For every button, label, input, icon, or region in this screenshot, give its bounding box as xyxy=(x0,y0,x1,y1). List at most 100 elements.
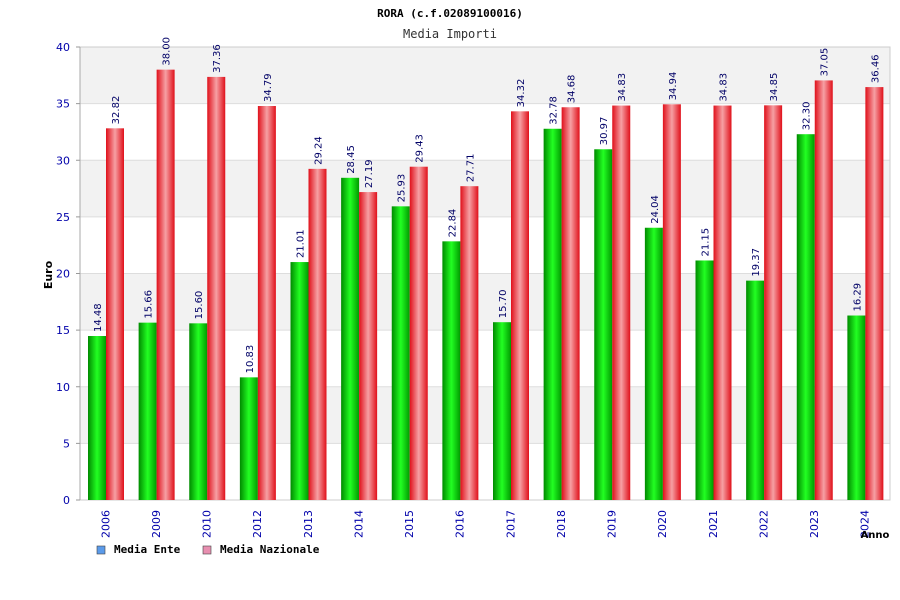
bar-media-ente-2015 xyxy=(391,206,410,500)
bar-media-nazionale-2012 xyxy=(257,106,276,501)
bar-media-ente-2017 xyxy=(493,322,511,500)
data-label: 27.19 xyxy=(364,159,375,188)
y-tick-label: 10 xyxy=(56,381,70,394)
data-label: 29.43 xyxy=(415,134,426,163)
bar-media-ente-2006 xyxy=(88,336,106,500)
legend-label-media-ente: Media Ente xyxy=(114,543,181,556)
data-label: 34.94 xyxy=(668,72,679,101)
data-label: 32.30 xyxy=(802,102,813,131)
legend-swatch-media-ente xyxy=(96,545,106,555)
data-label: 32.78 xyxy=(549,96,560,125)
bar-media-ente-2024 xyxy=(847,315,866,500)
x-tick-label: 2013 xyxy=(302,510,315,538)
bar-media-ente-2009 xyxy=(138,322,157,500)
bar-media-ente-2010 xyxy=(189,323,208,500)
bar-media-ente-2022 xyxy=(746,280,765,500)
y-tick-label: 40 xyxy=(56,41,70,54)
chart-subtitle: Media Importi xyxy=(403,27,497,41)
x-tick-label: 2017 xyxy=(504,510,517,538)
x-tick-label: 2020 xyxy=(656,510,669,538)
bar-media-nazionale-2023 xyxy=(814,80,833,500)
data-labels-group: 14.48 32.82 15.66 38.00 15.60 37.36 10.83 34.79… xyxy=(93,37,881,373)
x-tick-label: 2024 xyxy=(859,510,872,538)
bar-media-ente-2013 xyxy=(290,262,309,500)
bar-media-nazionale-2022 xyxy=(764,105,783,500)
data-label: 38.00 xyxy=(162,37,173,66)
legend-swatch-media-nazionale xyxy=(202,545,212,555)
data-label: 10.83 xyxy=(245,345,256,374)
bar-media-ente-2018 xyxy=(543,128,562,501)
y-tick-label: 25 xyxy=(56,211,70,224)
bar-media-nazionale-2024 xyxy=(865,87,884,500)
data-label: 37.36 xyxy=(212,44,223,73)
bars-group xyxy=(88,69,884,501)
bar-media-nazionale-2010 xyxy=(207,76,226,500)
bar-media-ente-2020 xyxy=(644,227,663,500)
x-tick-label: 2023 xyxy=(808,510,821,538)
bar-media-ente-2023 xyxy=(796,134,815,500)
data-label: 21.15 xyxy=(701,228,712,257)
data-label: 21.01 xyxy=(296,229,307,258)
y-tick-label: 0 xyxy=(63,494,70,507)
data-label: 28.45 xyxy=(346,145,357,174)
data-label: 24.04 xyxy=(650,195,661,224)
data-label: 34.68 xyxy=(567,75,578,104)
data-label: 34.83 xyxy=(719,73,730,102)
chart-title: RORA (c.f.02089100016) xyxy=(377,7,523,20)
x-tick-label: 2015 xyxy=(403,510,416,538)
data-label: 27.71 xyxy=(465,154,476,183)
data-label: 29.24 xyxy=(314,136,325,165)
bar-media-ente-2012 xyxy=(239,377,258,500)
y-tick-label: 15 xyxy=(56,324,70,337)
bar-media-nazionale-2017 xyxy=(511,111,529,501)
x-tick-label: 2016 xyxy=(454,510,467,538)
data-label: 37.05 xyxy=(820,48,831,77)
bar-media-nazionale-2021 xyxy=(713,105,732,501)
x-tick-label: 2022 xyxy=(757,510,770,538)
data-label: 19.37 xyxy=(751,248,762,277)
x-tick-label: 2010 xyxy=(201,510,214,538)
x-tick-label: 2012 xyxy=(251,510,264,538)
y-axis-label: Euro xyxy=(42,260,55,289)
data-label: 32.82 xyxy=(111,96,122,125)
y-tick-label: 20 xyxy=(56,268,70,281)
legend: Media Ente Media Nazionale xyxy=(96,543,320,556)
data-label: 16.29 xyxy=(852,283,863,312)
y-axis-ticks: 0 5 10 15 20 25 30 35 40 xyxy=(56,41,80,507)
data-label: 25.93 xyxy=(397,174,408,203)
x-tick-label: 2018 xyxy=(555,510,568,538)
bar-media-nazionale-2016 xyxy=(460,186,479,500)
bar-media-ente-2021 xyxy=(695,260,714,500)
bar-media-nazionale-2019 xyxy=(612,105,631,501)
x-tick-label: 2014 xyxy=(352,510,365,538)
data-label: 15.60 xyxy=(194,291,205,320)
data-label: 14.48 xyxy=(93,303,104,332)
bar-media-nazionale-2013 xyxy=(308,168,327,500)
data-label: 30.97 xyxy=(599,117,610,146)
bar-media-nazionale-2006 xyxy=(106,128,124,500)
x-tick-label: 2021 xyxy=(707,510,720,538)
data-label: 34.79 xyxy=(263,73,274,102)
bar-media-nazionale-2020 xyxy=(662,104,681,500)
data-label: 34.83 xyxy=(617,73,628,102)
data-label: 15.70 xyxy=(498,290,509,319)
x-axis-label: Anno xyxy=(861,530,890,541)
x-tick-label: 2006 xyxy=(99,510,112,538)
bar-media-nazionale-2014 xyxy=(359,192,378,501)
y-tick-label: 30 xyxy=(56,154,70,167)
data-label: 22.84 xyxy=(447,209,458,238)
bar-media-ente-2014 xyxy=(341,177,360,500)
bar-media-nazionale-2015 xyxy=(409,166,428,500)
y-tick-label: 35 xyxy=(56,98,70,111)
bar-media-nazionale-2018 xyxy=(561,107,580,501)
data-label: 15.66 xyxy=(144,290,155,319)
data-label: 36.46 xyxy=(870,54,881,83)
bar-media-ente-2016 xyxy=(442,241,461,500)
x-tick-label: 2009 xyxy=(150,510,163,538)
data-label: 34.85 xyxy=(769,73,780,102)
legend-label-media-nazionale: Media Nazionale xyxy=(220,543,320,556)
y-tick-label: 5 xyxy=(63,437,70,450)
data-label: 34.32 xyxy=(516,79,527,108)
bar-media-nazionale-2009 xyxy=(156,69,175,501)
